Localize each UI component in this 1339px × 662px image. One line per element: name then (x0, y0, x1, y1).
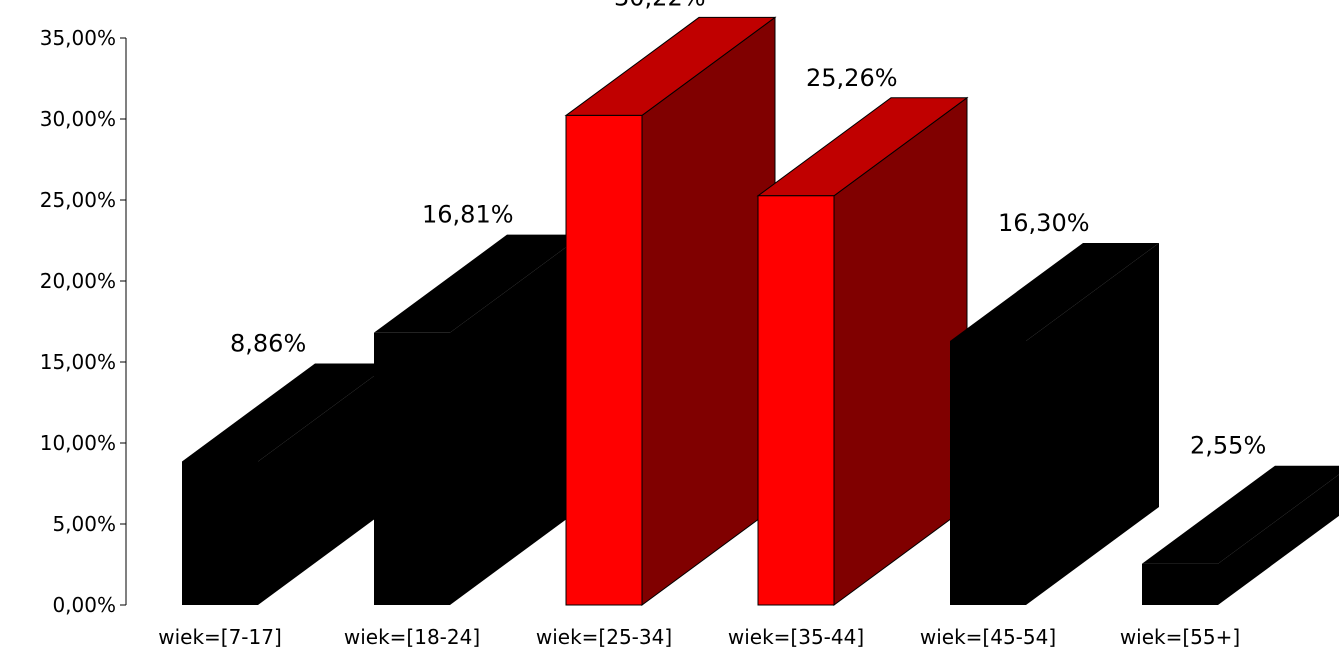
bar (182, 363, 391, 605)
x-tick-label: wiek=[18-24] (344, 625, 480, 649)
bar (374, 234, 583, 606)
bar (950, 242, 1159, 605)
x-axis: wiek=[7-17] wiek=[18-24] wiek=[25-34] wiek=… (158, 625, 1240, 649)
x-tick-label: wiek=[25-34] (536, 625, 672, 649)
y-tick-label: 15,00% (40, 350, 116, 374)
bars (182, 16, 1339, 606)
y-axis: 0,00% 5,00% 10,00% 15,00% 20,00% 25,00% 30,00%… (40, 26, 127, 617)
bar-top (374, 234, 583, 333)
bar-top (950, 242, 1159, 341)
bar (564, 16, 777, 606)
x-tick-label: wiek=[35-44] (728, 625, 864, 649)
data-labels: 8,86% 16,81% 30,22% 25,26% 16,30% 2,55% (230, 0, 1266, 460)
bar (756, 96, 969, 606)
data-label: 8,86% (230, 329, 306, 357)
data-label: 25,26% (806, 64, 898, 92)
bar-front (950, 340, 1026, 605)
x-tick-label: wiek=[7-17] (158, 625, 282, 649)
bar-side (1026, 242, 1159, 605)
data-label: 16,81% (422, 201, 514, 229)
data-label: 16,30% (998, 209, 1090, 237)
bar-front (565, 114, 643, 606)
x-tick-label: wiek=[55+] (1120, 625, 1240, 649)
bar-front (1142, 563, 1218, 605)
y-tick-label: 0,00% (52, 593, 116, 617)
bar-side (258, 363, 391, 605)
y-tick-label: 5,00% (52, 512, 116, 536)
bar-front (374, 332, 450, 605)
y-tick-label: 25,00% (40, 188, 116, 212)
bar-side (450, 234, 583, 606)
bar-front (757, 195, 835, 606)
data-label: 30,22% (614, 0, 706, 11)
bar-front (182, 461, 258, 605)
bar (1142, 465, 1339, 605)
data-label: 2,55% (1190, 432, 1266, 460)
y-tick-label: 20,00% (40, 269, 116, 293)
y-tick-label: 35,00% (40, 26, 116, 50)
y-tick-label: 10,00% (40, 431, 116, 455)
bar-side (1218, 474, 1339, 605)
x-tick-label: wiek=[45-54] (920, 625, 1056, 649)
bar-side (641, 16, 776, 606)
bar-top (1142, 465, 1339, 564)
y-tick-label: 30,00% (40, 107, 116, 131)
bar-top (182, 363, 391, 462)
